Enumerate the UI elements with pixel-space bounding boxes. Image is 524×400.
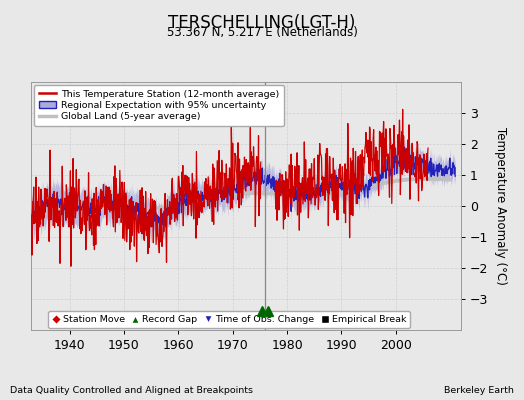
Y-axis label: Temperature Anomaly (°C): Temperature Anomaly (°C) bbox=[494, 127, 507, 285]
Text: TERSCHELLING(LGT-H): TERSCHELLING(LGT-H) bbox=[168, 14, 356, 32]
Text: Data Quality Controlled and Aligned at Breakpoints: Data Quality Controlled and Aligned at B… bbox=[10, 386, 254, 395]
Text: 53.367 N, 5.217 E (Netherlands): 53.367 N, 5.217 E (Netherlands) bbox=[167, 26, 357, 39]
Text: Berkeley Earth: Berkeley Earth bbox=[444, 386, 514, 395]
Legend: Station Move, Record Gap, Time of Obs. Change, Empirical Break: Station Move, Record Gap, Time of Obs. C… bbox=[48, 311, 410, 328]
